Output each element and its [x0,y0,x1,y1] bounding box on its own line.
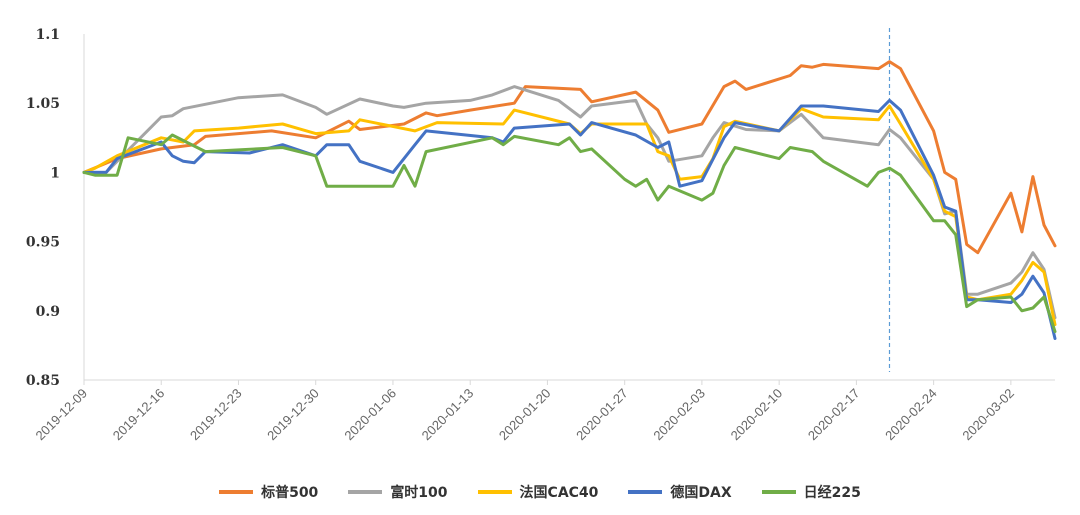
x-tick-label: 2020-01-06 [341,386,399,444]
x-tick-label: 2019-12-16 [110,386,168,444]
legend-item: 标普500 [219,482,318,502]
x-tick-label: 2019-12-23 [187,386,245,444]
x-tick-label: 2020-02-10 [728,386,786,444]
x-tick-label: 2020-02-24 [882,386,940,444]
legend-item: 法国CAC40 [477,482,599,502]
x-tick-label: 2020-02-03 [650,386,708,444]
legend-item: 德国DAX [628,482,732,502]
x-tick-label: 2019-12-09 [32,386,90,444]
y-tick-label: 0.85 [26,373,60,389]
legend-label: 德国DAX [670,485,732,501]
legend-swatch [219,490,254,494]
legend-label: 富时100 [390,485,448,501]
legend-swatch [348,490,383,494]
y-tick-label: 1 [50,165,60,181]
legend-label: 标普500 [261,485,319,501]
y-tick-label: 1.1 [36,27,60,43]
series-layer [82,60,1057,340]
legend-item: 日经225 [761,482,861,502]
legend: 标普500 富时100 法国CAC40 德国DAX 日经225 [0,482,1080,502]
x-tick-label: 2020-03-02 [959,386,1017,444]
x-tick-label: 2020-01-13 [419,386,477,444]
legend-swatch [477,490,512,494]
y-tick-label: 1.05 [26,96,60,112]
legend-label: 日经225 [803,485,861,501]
legend-swatch [628,490,663,494]
series-line-0 [82,60,1057,255]
legend-label: 法国CAC40 [519,485,599,501]
legend-item: 富时100 [348,482,448,502]
x-tick-label: 2020-01-27 [573,386,631,444]
series-line-3 [82,98,1057,340]
series-line-4 [82,133,1057,334]
series-line-1 [82,85,1057,320]
y-tick-label: 0.95 [26,235,60,251]
x-tick-label: 2020-02-17 [805,386,863,444]
legend-swatch [761,490,796,494]
y-tick-label: 0.9 [36,304,60,320]
x-tick-label: 2020-01-20 [496,386,554,444]
x-tick-label: 2019-12-30 [264,386,322,444]
